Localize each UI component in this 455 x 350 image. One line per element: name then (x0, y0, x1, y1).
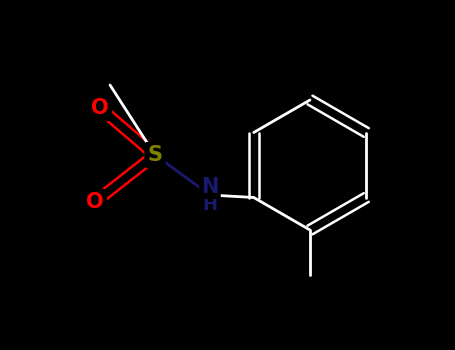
Text: H: H (202, 196, 217, 214)
Text: O: O (91, 98, 109, 118)
Text: N: N (201, 177, 219, 197)
Text: S: S (147, 145, 162, 165)
Text: O: O (86, 192, 104, 212)
